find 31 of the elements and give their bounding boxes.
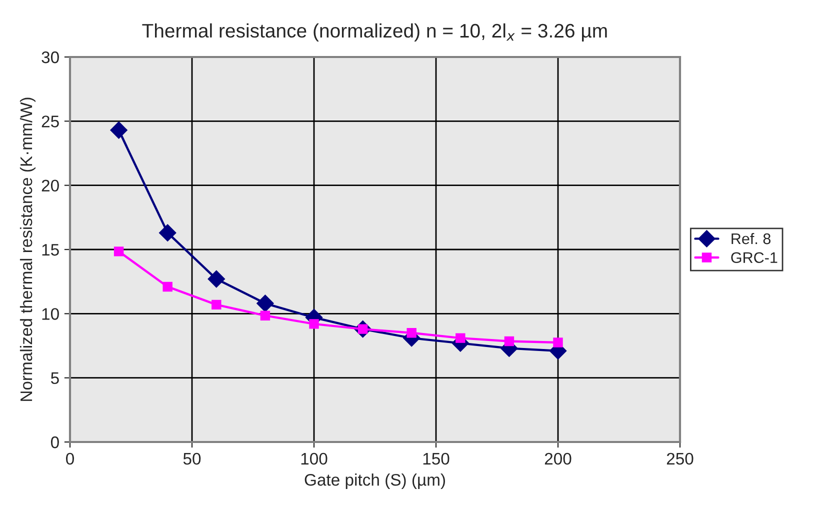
point xyxy=(114,246,124,256)
x-tick-label: 150 xyxy=(423,452,450,465)
y-tick-label: 0 xyxy=(50,436,59,448)
point xyxy=(212,300,222,310)
point xyxy=(208,270,225,288)
y-tick-label: 5 xyxy=(50,372,59,384)
x-tick-label: 250 xyxy=(666,452,694,465)
x-axis-title: Gate pitch (S) (µm) xyxy=(304,474,445,490)
point xyxy=(110,122,128,139)
point xyxy=(504,336,514,346)
x-tick-label: 200 xyxy=(544,452,572,465)
point xyxy=(256,294,274,312)
chart-title: Thermal resistance (normalized) n = 10, 2l$_{x}$ = 3.26 µm xyxy=(142,23,607,42)
y-tick-label: 20 xyxy=(42,180,59,192)
point xyxy=(456,333,466,343)
point xyxy=(309,319,319,329)
y-tick-label: 25 xyxy=(42,116,59,128)
y-tick-label: 15 xyxy=(42,244,59,256)
point xyxy=(406,328,416,338)
x-tick-label: 100 xyxy=(301,452,328,465)
x-tick-label: 0 xyxy=(66,452,74,465)
legend-label: GRC-1 xyxy=(731,252,778,264)
point xyxy=(162,282,172,292)
y-tick-label: 10 xyxy=(42,308,59,320)
y-tick-label: 30 xyxy=(42,51,59,64)
point xyxy=(159,224,176,242)
point xyxy=(553,338,563,348)
point xyxy=(260,310,270,320)
x-tick-label: 50 xyxy=(183,452,201,465)
legend-label: Ref. 8 xyxy=(732,232,771,244)
y-axis-title: Normalized thermal resistance (K·mm/W) xyxy=(20,98,36,401)
